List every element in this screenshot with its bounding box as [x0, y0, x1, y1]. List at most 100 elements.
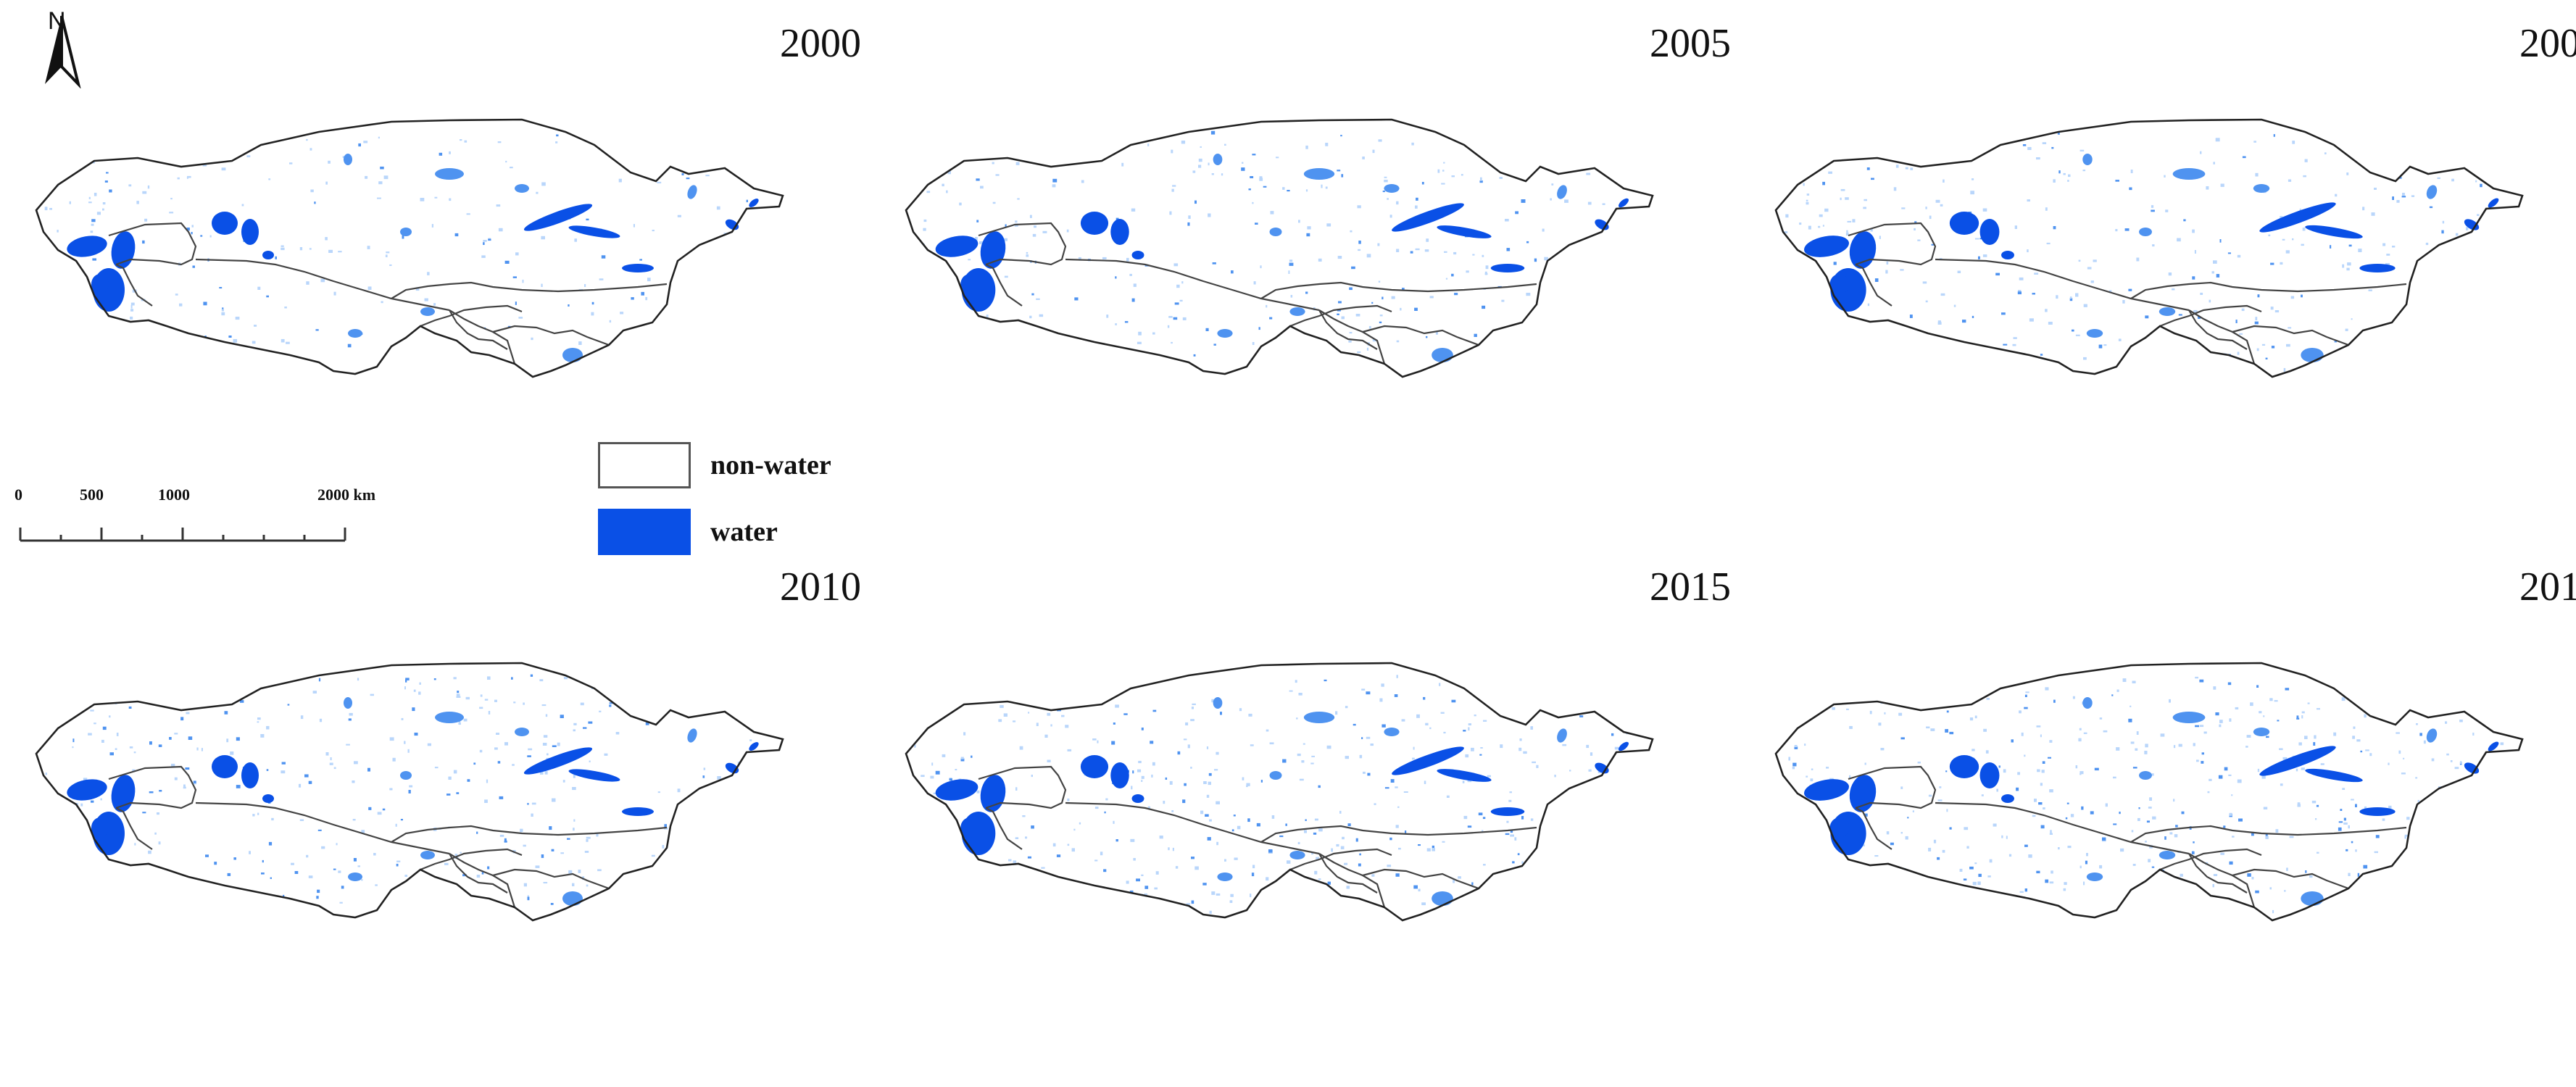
water-pixel	[2382, 818, 2385, 821]
water-pixel	[1004, 275, 1008, 278]
water-pixel	[2296, 717, 2300, 720]
water-pixel	[1367, 772, 1371, 776]
water-pixel	[2183, 219, 2186, 222]
water-pixel	[1412, 757, 1415, 760]
water-pixel	[550, 903, 554, 905]
water-pixel	[2042, 761, 2045, 764]
water-pixel	[2048, 757, 2051, 759]
water-pixel	[746, 199, 748, 203]
water-pixel	[1793, 130, 1797, 134]
water-pixel	[1151, 774, 1153, 778]
water-pixel	[1615, 839, 1619, 841]
water-pixel	[1081, 896, 1085, 899]
water-pixel	[1242, 162, 1244, 164]
water-pixel	[2157, 333, 2161, 336]
water-pixel	[721, 780, 724, 783]
water-pixel	[968, 259, 971, 261]
water-pixel	[476, 875, 481, 878]
water-pixel	[415, 287, 420, 291]
water-bodies	[67, 697, 759, 906]
water-pixel	[1147, 675, 1150, 677]
water-pixel	[1395, 786, 1398, 788]
water-pixel	[1078, 257, 1081, 261]
water-pixel	[2105, 803, 2108, 807]
water-body	[1110, 219, 1129, 245]
water-pixel	[2152, 816, 2156, 820]
water-pixel	[1129, 890, 1134, 893]
water-pixel	[1914, 885, 1919, 887]
water-pixel	[958, 159, 963, 161]
water-pixel	[1074, 297, 1079, 301]
water-pixel	[1536, 765, 1539, 768]
water-pixel	[1349, 332, 1353, 334]
water-pixel	[1972, 178, 1974, 180]
water-pixel	[1810, 778, 1813, 782]
water-pixel	[1353, 723, 1356, 726]
water-pixel	[236, 737, 240, 741]
water-pixel	[1576, 315, 1580, 317]
water-pixel	[1879, 902, 1884, 904]
water-pixel	[1890, 842, 1894, 846]
water-pixel	[195, 144, 199, 148]
water-pixel	[2273, 134, 2275, 137]
country-border	[1065, 801, 1320, 855]
water-pixel	[2053, 179, 2056, 183]
water-pixel	[109, 189, 112, 193]
water-pixel	[2164, 836, 2166, 840]
water-pixel	[1790, 354, 1794, 357]
water-pixel	[1298, 220, 1300, 223]
water-pixel	[1173, 263, 1179, 267]
water-pixel	[976, 220, 979, 222]
water-pixel	[1179, 299, 1183, 302]
water-pixel	[647, 278, 651, 282]
water-pixel	[942, 183, 944, 187]
water-pixel	[715, 313, 719, 316]
water-body	[344, 697, 352, 709]
water-pixel	[645, 149, 648, 151]
water-pixel	[358, 143, 361, 147]
water-pixel	[684, 294, 689, 296]
water-pixel	[2474, 715, 2478, 717]
water-pixel	[91, 223, 94, 226]
water-pixel	[2032, 293, 2035, 295]
water-pixel	[1245, 367, 1249, 370]
water-pixel	[1208, 213, 1211, 217]
water-pixel	[224, 711, 228, 715]
water-pixel	[1551, 136, 1553, 139]
water-pixel	[1466, 270, 1469, 273]
water-pixel	[673, 685, 676, 688]
water-pixel	[2282, 238, 2285, 241]
water-pixel	[1806, 775, 1808, 778]
water-body	[2159, 307, 2176, 316]
water-body	[687, 728, 697, 743]
water-pixel	[510, 167, 513, 169]
water-pixel	[1798, 902, 1802, 905]
water-pixel	[1817, 896, 1821, 899]
water-pixel	[74, 912, 78, 915]
water-pixel	[1027, 856, 1031, 859]
water-pixel	[1799, 314, 1802, 317]
water-pixel	[266, 725, 270, 730]
water-pixel	[476, 831, 478, 834]
water-pixel	[1247, 818, 1250, 822]
water-pixel	[1583, 871, 1587, 873]
water-pixel	[1344, 909, 1348, 912]
water-pixel	[1331, 848, 1333, 852]
water-pixel	[1840, 197, 1842, 201]
water-pixel	[1389, 837, 1392, 841]
water-pixel	[2435, 811, 2438, 814]
water-pixel	[1864, 813, 1868, 817]
water-pixel	[1791, 681, 1794, 686]
water-pixel	[102, 202, 106, 205]
water-pixel	[2355, 849, 2357, 852]
water-pixel	[2446, 753, 2449, 756]
water-pixel	[1063, 888, 1065, 892]
water-pixel	[2478, 241, 2483, 243]
water-pixel	[1797, 720, 1799, 724]
water-pixel	[743, 851, 748, 854]
water-pixel	[1474, 333, 1477, 337]
water-pixel	[1827, 330, 1830, 333]
water-pixel	[1514, 837, 1517, 841]
water-pixel	[1948, 692, 1953, 696]
water-pixel	[404, 875, 408, 877]
